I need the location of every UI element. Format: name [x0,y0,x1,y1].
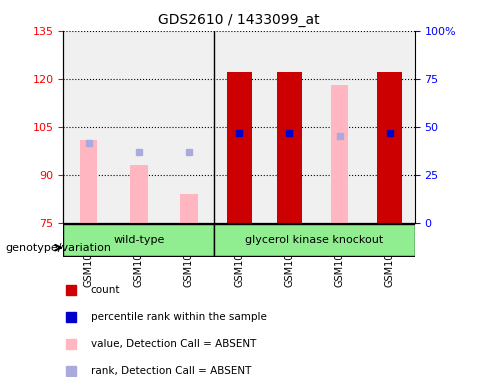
Bar [214,224,415,256]
Text: genotype/variation: genotype/variation [5,243,111,253]
Title: GDS2610 / 1433099_at: GDS2610 / 1433099_at [158,13,320,27]
Bar [226,72,252,223]
Bar [331,85,348,223]
Text: percentile rank within the sample: percentile rank within the sample [91,312,266,322]
Bar [63,224,214,256]
Bar [80,139,97,223]
Bar [277,72,302,223]
Text: glycerol kinase knockout: glycerol kinase knockout [245,235,384,245]
Text: value, Detection Call = ABSENT: value, Detection Call = ABSENT [91,339,256,349]
Bar [130,165,147,223]
Text: count: count [91,285,120,295]
Text: wild-type: wild-type [113,235,164,245]
Text: rank, Detection Call = ABSENT: rank, Detection Call = ABSENT [91,366,251,376]
Bar [377,72,402,223]
Bar [180,194,198,223]
